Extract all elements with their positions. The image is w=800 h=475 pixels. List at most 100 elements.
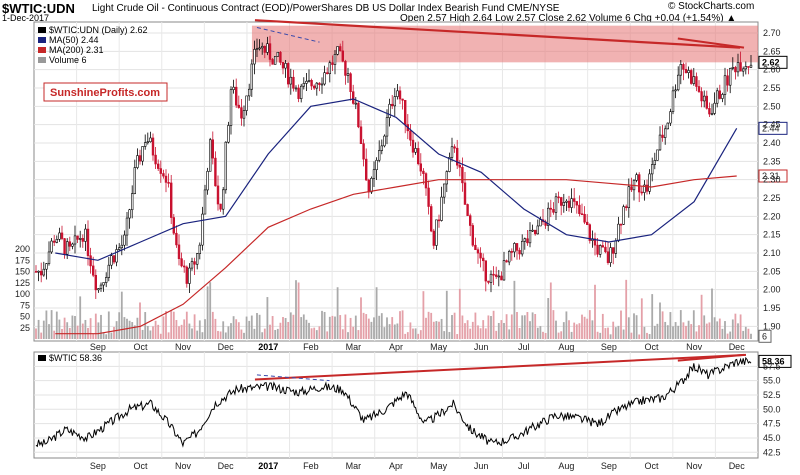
candle-body bbox=[240, 107, 243, 119]
candle-body bbox=[268, 43, 272, 60]
volume-bar bbox=[154, 320, 157, 339]
volume-bar bbox=[224, 332, 227, 339]
volume-bar bbox=[357, 330, 360, 339]
candle-body bbox=[528, 230, 532, 244]
candle-body bbox=[723, 75, 727, 95]
volume-bar bbox=[656, 323, 659, 339]
legend-ma200-swatch bbox=[38, 47, 46, 53]
y-tick-label: 1.90 bbox=[763, 321, 781, 331]
candle-body bbox=[323, 72, 326, 85]
candle-body bbox=[510, 251, 513, 253]
volume-bar bbox=[159, 333, 162, 339]
volume-bar bbox=[492, 310, 495, 339]
volume-bar bbox=[578, 323, 581, 339]
volume-bar bbox=[144, 312, 147, 339]
volume-bar bbox=[698, 325, 700, 339]
volume-bar bbox=[690, 324, 693, 339]
lower-value-box bbox=[758, 354, 792, 368]
x-tick-label: Nov bbox=[686, 342, 703, 352]
candle-body bbox=[500, 275, 503, 281]
volume-bar bbox=[245, 316, 248, 339]
volume-bar bbox=[53, 330, 56, 339]
candle-body bbox=[307, 80, 311, 82]
candle-body bbox=[310, 80, 313, 87]
volume-tick-label: 175 bbox=[15, 255, 30, 265]
volume-bar bbox=[74, 316, 76, 339]
volume-bar bbox=[510, 314, 513, 339]
candle-body bbox=[453, 146, 456, 149]
volume-bar bbox=[297, 282, 300, 339]
candle-body bbox=[346, 73, 350, 76]
y-tick-label: 2.15 bbox=[763, 230, 781, 240]
candle-body bbox=[552, 209, 555, 213]
candle-body bbox=[60, 232, 64, 239]
candle-body bbox=[383, 135, 386, 147]
candle-body bbox=[461, 166, 464, 184]
volume-bar bbox=[58, 319, 61, 339]
candle-body bbox=[635, 174, 638, 181]
lower-x-tick-label: Oct bbox=[133, 461, 148, 471]
candle-body bbox=[115, 249, 118, 263]
x-tick-label: Dec bbox=[729, 342, 746, 352]
volume-bar bbox=[37, 319, 40, 339]
volume-bar bbox=[500, 320, 503, 339]
candle-body bbox=[609, 247, 612, 263]
candle-body bbox=[734, 67, 737, 73]
candle-body bbox=[630, 186, 633, 191]
volume-bar bbox=[716, 321, 719, 339]
candle-body bbox=[128, 209, 131, 219]
y-tick-label: 2.30 bbox=[763, 175, 781, 185]
candle-body bbox=[458, 164, 461, 168]
volume-bar bbox=[435, 321, 438, 339]
candle-body bbox=[692, 76, 696, 84]
volume-tick-label: 200 bbox=[15, 244, 30, 254]
candle-body bbox=[118, 247, 121, 250]
x-tick-label: Oct bbox=[645, 342, 660, 352]
volume-bar bbox=[648, 334, 651, 339]
candle-body bbox=[39, 270, 43, 276]
volume-bar bbox=[110, 332, 113, 339]
volume-bar bbox=[175, 320, 178, 339]
y-tick-label: 1.95 bbox=[763, 303, 781, 313]
volume-bar bbox=[471, 321, 474, 339]
candle-body bbox=[167, 182, 170, 184]
volume-bar bbox=[607, 327, 609, 339]
volume-bar bbox=[565, 311, 568, 339]
volume-bar bbox=[573, 322, 576, 339]
candle-body bbox=[604, 246, 607, 253]
volume-bar bbox=[323, 311, 326, 339]
volume-bar bbox=[591, 320, 594, 339]
x-tick-label: Jul bbox=[518, 342, 530, 352]
volume-bar bbox=[269, 324, 271, 339]
candle-body bbox=[658, 134, 662, 151]
volume-bar bbox=[526, 312, 529, 339]
candle-body bbox=[84, 228, 87, 242]
candle-body bbox=[133, 167, 136, 194]
volume-bar bbox=[430, 312, 433, 339]
volume-bar bbox=[521, 315, 524, 339]
candle-body bbox=[359, 126, 363, 144]
volume-bar bbox=[638, 334, 641, 339]
volume-bar bbox=[94, 313, 97, 339]
candle-body bbox=[375, 159, 378, 171]
volume-bar bbox=[518, 328, 521, 339]
volume-bar bbox=[165, 311, 167, 339]
volume-bar bbox=[248, 320, 251, 339]
candle-body bbox=[344, 60, 347, 76]
volume-bar bbox=[42, 320, 45, 339]
volume-bar bbox=[370, 321, 373, 339]
volume-bar bbox=[401, 310, 404, 339]
lower-y-tick-label: 45.0 bbox=[763, 433, 781, 443]
volume-bar bbox=[739, 314, 742, 339]
candle-body bbox=[726, 75, 729, 86]
volume-bar bbox=[445, 290, 448, 339]
volume-bar bbox=[399, 311, 401, 339]
chart-header: $WTIC:UDN Light Crude Oil - Continuous C… bbox=[0, 0, 800, 24]
wtic-price-line bbox=[35, 356, 752, 448]
volume-bar bbox=[167, 332, 170, 339]
volume-bar bbox=[349, 317, 352, 339]
candle-body bbox=[549, 207, 553, 210]
volume-bar bbox=[152, 326, 154, 339]
volume-bar bbox=[627, 317, 630, 339]
